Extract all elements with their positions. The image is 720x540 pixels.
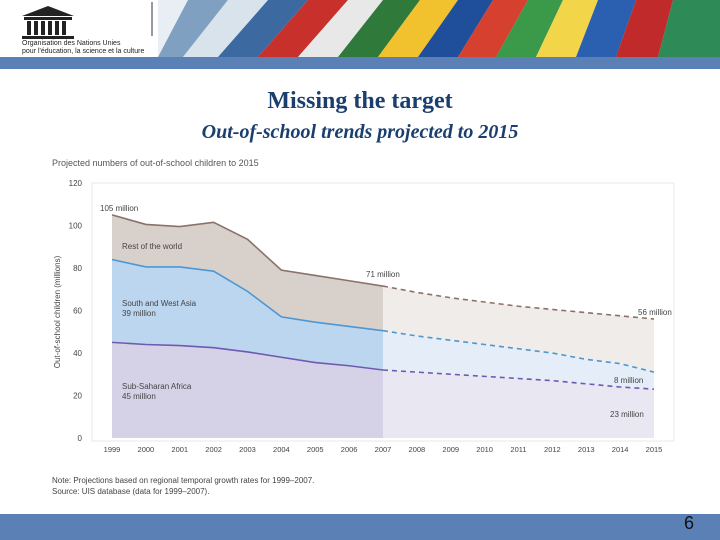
x-tick-label: 2014	[612, 445, 629, 454]
top-band	[0, 57, 720, 69]
area-asia-actual	[112, 259, 383, 370]
x-tick-label: 2006	[341, 445, 358, 454]
chart-source: Source: UIS database (data for 1999–2007…	[52, 487, 209, 496]
flags-banner	[158, 0, 720, 57]
x-tick-label: 2010	[476, 445, 493, 454]
plot-frame	[91, 182, 675, 442]
slide-subtitle: Out-of-school trends projected to 2015	[201, 121, 519, 143]
x-tick-label: 2004	[273, 445, 290, 454]
series-label-ssa-value: 45 million	[122, 392, 156, 401]
x-tick-label: 2012	[544, 445, 561, 454]
area-ssa-actual	[112, 342, 383, 438]
y-axis-label: Out-of-school children (millions)	[53, 255, 62, 368]
x-tick-label: 2011	[510, 445, 526, 454]
annotation-1999-total: 105 million	[100, 204, 138, 213]
y-tick-label: 40	[73, 349, 82, 358]
annotation-2015-total: 56 million	[638, 308, 672, 317]
area-asia-projected	[383, 330, 654, 390]
x-tick-label: 2002	[205, 445, 222, 454]
x-tick-label: 2003	[239, 445, 256, 454]
x-tick-label: 2001	[171, 445, 188, 454]
chart-title: Projected numbers of out-of-school child…	[52, 158, 259, 168]
x-tick-label: 2008	[409, 445, 426, 454]
series-label-rest: Rest of the world	[122, 242, 182, 251]
org-name: Organisation des Nations Unies pour l'édu…	[22, 40, 145, 55]
y-tick-label: 80	[73, 264, 82, 273]
series-line-ssa-actual	[111, 341, 384, 371]
series-line-asia-actual	[111, 258, 384, 332]
plot-area: 0 20 40 60 80 100 120 1999 2000 2001 2002 2003 2004 2…	[69, 179, 672, 454]
x-tick-label: 2015	[646, 445, 663, 454]
header: Organisation des Nations Unies pour l'édu…	[0, 0, 720, 57]
area-ssa-projected	[383, 370, 654, 438]
area-rest-projected	[383, 286, 654, 373]
chart: Projected numbers of out-of-school child…	[48, 152, 688, 502]
series-line-asia-projected	[382, 329, 655, 373]
annotation-2007-total: 71 million	[366, 270, 400, 279]
annotation-2015-ssa: 23 million	[610, 410, 644, 419]
bottom-band	[0, 514, 720, 540]
series-line-rest-projected	[382, 285, 655, 320]
y-tick-label: 100	[69, 222, 83, 231]
x-tick-label: 2009	[442, 445, 459, 454]
series-line-ssa-projected	[382, 369, 655, 390]
x-tick-label: 2000	[138, 445, 155, 454]
series-label-asia-value: 39 million	[122, 309, 156, 318]
annotation-2015-asia: 8 million	[614, 376, 643, 385]
series-label-ssa: Sub-Saharan Africa	[122, 382, 192, 391]
unesco-logo	[22, 2, 153, 39]
y-tick-label: 20	[73, 392, 82, 401]
x-tick-label: 2013	[578, 445, 595, 454]
chart-note: Note: Projections based on regional temp…	[52, 476, 314, 485]
slide-title: Missing the target	[267, 88, 453, 114]
series-line-rest-actual	[111, 214, 384, 287]
series-label-asia: South and West Asia	[122, 299, 197, 308]
y-tick-label: 60	[73, 307, 82, 316]
x-tick-label: 2005	[307, 445, 324, 454]
page-number: 6	[683, 513, 694, 533]
x-tick-label: 1999	[104, 445, 121, 454]
area-rest-actual	[112, 214, 383, 331]
x-tick-label: 2007	[375, 445, 392, 454]
y-tick-label: 0	[78, 434, 83, 443]
chart-svg: Projected numbers of out-of-school child…	[52, 158, 675, 496]
y-tick-label: 120	[69, 179, 83, 188]
